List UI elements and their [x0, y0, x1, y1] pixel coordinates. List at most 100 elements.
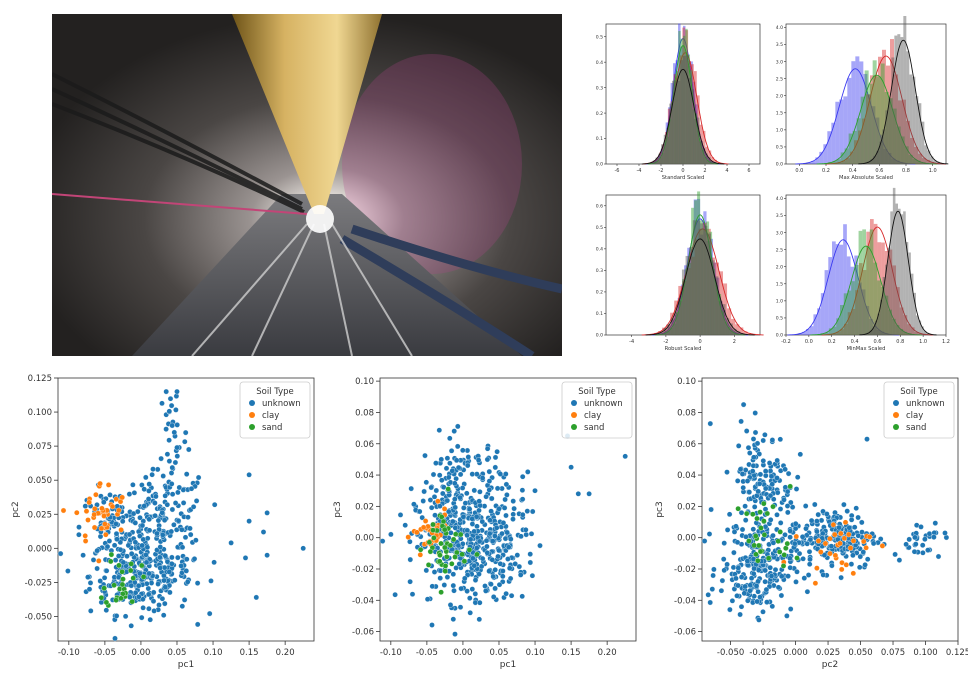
- legend-entry-unknown: unknown: [584, 399, 623, 409]
- histogram-bar: [855, 290, 859, 335]
- point-unknown: [464, 588, 470, 594]
- point-unknown: [850, 552, 856, 559]
- histogram-bar: [870, 159, 874, 164]
- point-unknown: [496, 506, 502, 512]
- histogram-bar: [900, 37, 904, 164]
- histogram-bar: [891, 158, 896, 164]
- histogram-bar: [851, 61, 856, 164]
- point-unknown: [484, 550, 491, 556]
- histogram-bar: [798, 333, 803, 335]
- point-unknown: [451, 428, 457, 434]
- point-unknown: [479, 475, 486, 481]
- histogram-bar: [685, 268, 689, 335]
- histogram-bar: [922, 158, 926, 164]
- histogram-bar: [663, 327, 668, 335]
- histogram-bar: [654, 162, 658, 164]
- point-unknown: [586, 491, 592, 497]
- point-sand: [450, 536, 457, 543]
- point-sand: [427, 548, 434, 555]
- histogram-series-gray_series: [858, 16, 949, 165]
- point-unknown: [793, 486, 800, 492]
- y-tick-label: 3.0: [776, 230, 783, 236]
- histogram-bar: [730, 330, 734, 335]
- x-tick-label: 0.0: [795, 168, 803, 174]
- point-unknown: [707, 420, 714, 427]
- point-unknown: [750, 436, 757, 442]
- histogram-bar: [652, 160, 656, 164]
- plot-frame: [785, 194, 947, 336]
- histogram-bar: [860, 96, 865, 164]
- point-sand: [781, 552, 787, 558]
- histogram-bar: [710, 160, 714, 164]
- point-unknown: [450, 571, 457, 577]
- point-unknown: [157, 565, 163, 571]
- y-tick-label: 0.0: [776, 333, 783, 339]
- histogram-bar: [880, 287, 885, 335]
- point-unknown: [476, 507, 482, 514]
- point-unknown: [136, 594, 142, 600]
- point-unknown: [447, 602, 454, 608]
- point-unknown: [819, 530, 826, 537]
- point-unknown: [76, 531, 82, 538]
- histogram-bar: [658, 153, 661, 164]
- histogram-bar: [863, 73, 868, 164]
- point-unknown: [486, 487, 493, 493]
- point-unknown: [501, 505, 508, 511]
- y-tick-label: 0.0: [776, 162, 783, 168]
- point-unknown: [166, 437, 172, 443]
- point-unknown: [163, 388, 169, 395]
- histogram-bar: [719, 301, 723, 335]
- y-tick-label: 2.5: [776, 247, 783, 253]
- point-unknown: [492, 533, 498, 539]
- histogram-bar: [673, 74, 677, 164]
- point-unknown: [156, 602, 162, 608]
- point-unknown: [710, 572, 716, 579]
- legend-marker-clay: [571, 412, 577, 418]
- x-tick-label: -6: [615, 168, 620, 174]
- kde-curve: [645, 238, 755, 336]
- point-sand: [108, 551, 115, 558]
- point-unknown: [444, 455, 451, 461]
- point-unknown: [440, 490, 446, 497]
- point-sand: [442, 563, 449, 569]
- histogram-bar: [906, 333, 911, 335]
- point-unknown: [455, 464, 462, 471]
- histogram-bar: [885, 110, 889, 164]
- histogram-bar: [815, 157, 820, 164]
- point-sand: [438, 540, 444, 547]
- x-tick-label: 0.2: [822, 168, 830, 174]
- point-unknown: [529, 572, 536, 579]
- point-unknown: [507, 575, 514, 582]
- y-tick-label: 0.06: [677, 440, 696, 450]
- x-tick-label: 6: [747, 168, 750, 174]
- point-unknown: [246, 472, 252, 478]
- y-tick-label: 2.5: [776, 76, 783, 82]
- point-sand: [130, 575, 136, 581]
- y-tick-label: 0.02: [677, 502, 696, 512]
- point-sand: [98, 594, 105, 601]
- point-unknown: [517, 572, 524, 578]
- point-unknown: [464, 462, 471, 469]
- point-unknown: [388, 531, 394, 538]
- histogram-bar: [666, 136, 669, 164]
- point-unknown: [419, 514, 425, 521]
- histogram-bar: [690, 249, 694, 335]
- point-unknown: [818, 517, 825, 524]
- point-unknown: [896, 557, 903, 563]
- point-clay: [793, 533, 800, 540]
- point-clay: [879, 543, 886, 549]
- histogram-bar: [839, 99, 844, 164]
- histogram-bar: [661, 152, 665, 164]
- point-unknown: [920, 550, 926, 556]
- histogram-bar: [918, 320, 922, 335]
- histogram-bar: [903, 211, 906, 335]
- y-tick-label: 0.0: [596, 162, 603, 168]
- histogram-series-green_series: [647, 28, 719, 165]
- point-clay: [101, 513, 107, 519]
- point-unknown: [132, 520, 139, 526]
- y-tick-label: 1.5: [776, 110, 783, 116]
- point-unknown: [455, 542, 462, 549]
- y-tick-label: 0.4: [596, 60, 603, 66]
- point-unknown: [778, 592, 785, 599]
- histogram-bar: [674, 80, 678, 164]
